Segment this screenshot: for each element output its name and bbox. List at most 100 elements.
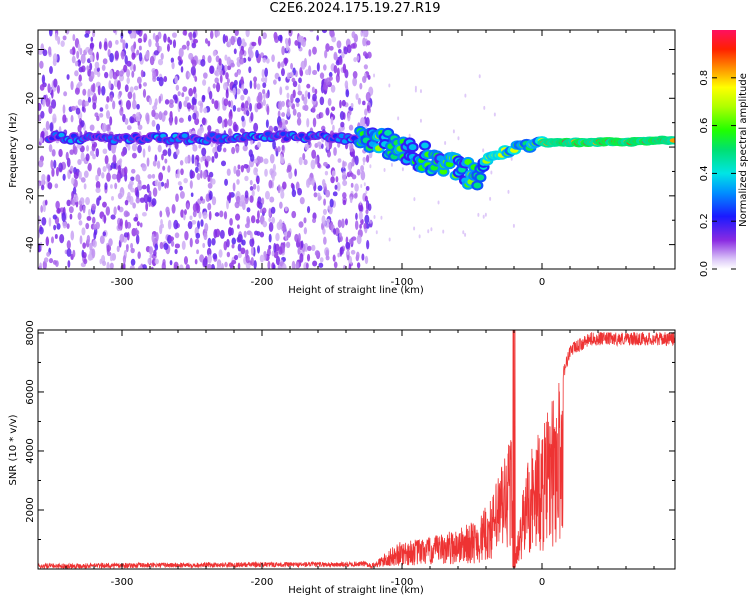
spectrogram-noise-cell	[52, 113, 57, 124]
colorbar-tick-label: 0.2	[699, 213, 710, 229]
spectrogram-noise-cell	[325, 189, 331, 198]
spectrogram-noise-cell	[81, 227, 86, 236]
spectrogram-noise-cell	[408, 133, 411, 138]
spectrogram-noise-cell	[175, 148, 180, 156]
spectrogram-y-tick-label: 40	[25, 43, 36, 56]
spectrogram-noise-cell	[69, 48, 73, 55]
spectrogram-noise-cell	[246, 216, 250, 225]
spectrogram-noise-cell	[219, 229, 225, 239]
spectrogram-noise-cell	[335, 176, 339, 183]
spectrogram-noise-cell	[61, 212, 67, 222]
spectrogram-noise-cell	[47, 174, 51, 182]
spectrogram-noise-cell	[356, 55, 360, 62]
spectrogram-noise-cell	[419, 89, 422, 94]
spectrogram-noise-cell	[241, 239, 246, 246]
spectrogram-noise-cell	[226, 199, 229, 210]
spectrogram-noise-cell	[74, 87, 80, 95]
spectrogram-noise-cell	[224, 54, 228, 61]
spectrogram-noise-cell	[249, 231, 253, 240]
spectrogram-noise-cell	[184, 96, 190, 102]
spectrogram-noise-cell	[244, 175, 249, 182]
spectrogram-noise-cell	[74, 70, 79, 77]
spectrogram-noise-cell	[136, 49, 140, 56]
spectrogram-noise-cell	[442, 229, 445, 234]
spectrogram-noise-cell	[313, 192, 318, 198]
spectrogram-noise-cell	[208, 210, 212, 221]
spectrogram-noise-cell	[116, 172, 121, 183]
spectrogram-noise-cell	[49, 65, 53, 75]
spectrogram-noise-cell	[127, 91, 133, 100]
spectrogram-noise-cell	[237, 164, 241, 170]
spectrogram-noise-cell	[46, 251, 51, 257]
spectrogram-noise-cell	[353, 193, 358, 199]
spectrogram-noise-cell	[139, 197, 145, 203]
spectrogram-x-label: Height of straight line (km)	[288, 285, 424, 296]
spectrogram-noise-cell	[299, 67, 303, 76]
spectrogram-noise-cell	[272, 264, 276, 269]
spectrogram-noise-cell	[77, 81, 83, 87]
spectrogram-noise-cell	[210, 263, 216, 269]
spectrogram-noise-cell	[230, 100, 234, 109]
spectrogram-noise-cell	[228, 110, 233, 121]
spectrogram-noise-cell	[57, 36, 61, 45]
snr-x-ticks: -300 -200 -100 0	[37, 330, 655, 588]
spectrogram-noise-cell	[99, 258, 103, 265]
spectrogram-noise-cell	[163, 110, 168, 116]
spectrogram-noise-cell	[237, 224, 240, 229]
spectrogram-noise-cell	[115, 39, 119, 45]
spectrogram-noise-cell	[199, 105, 203, 114]
spectrogram-noise-cell	[345, 89, 350, 98]
spectrogram-noise-cell	[253, 122, 259, 132]
spectrogram-noise-cell	[300, 60, 306, 70]
colorbar-gradient	[712, 30, 736, 269]
spectrogram-noise-cell	[47, 83, 51, 94]
spectrogram-noise-cell	[131, 168, 136, 174]
spectrogram-noise-cell	[73, 194, 79, 203]
spectrogram-noise-cell	[102, 165, 107, 172]
spectrogram-noise-cell	[413, 226, 416, 231]
spectrogram-noise-cell	[168, 99, 174, 105]
spectrogram-noise-cell	[141, 264, 147, 269]
spectrogram-noise-cell	[39, 226, 44, 235]
spectrogram-noise-cell	[211, 156, 215, 163]
spectrogram-noise-cell	[140, 69, 144, 78]
spectrogram-noise-cell	[259, 254, 265, 263]
spectrogram-noise-cell	[95, 180, 101, 190]
spectrogram-noise-cell	[132, 99, 137, 110]
spectrogram-noise-cell	[152, 70, 157, 80]
spectrogram-noise-cell	[323, 161, 328, 167]
spectrogram-noise-cell	[227, 118, 233, 127]
spectrogram-noise-cell	[280, 68, 285, 77]
spectrogram-noise-cell	[239, 201, 244, 207]
spectrogram-noise-cell	[40, 205, 44, 213]
spectrogram-noise-cell	[186, 40, 190, 47]
spectrogram-noise-cell	[268, 222, 274, 232]
spectrogram-noise-cell	[102, 260, 107, 267]
spectrogram-noise-cell	[285, 85, 289, 91]
snr-series-line	[38, 330, 675, 569]
spectrogram-noise-cell	[363, 64, 368, 70]
spectrogram-noise-cell	[82, 252, 87, 259]
spectrogram-noise-cell	[85, 153, 90, 162]
spectrogram-noise-cell	[251, 189, 255, 197]
spectrogram-noise-cell	[355, 212, 358, 221]
spectrogram-noise-cell	[261, 68, 265, 78]
spectrogram-noise-cell	[120, 106, 124, 112]
spectrogram-noise-cell	[359, 82, 363, 90]
spectrogram-noise-cell	[147, 258, 151, 264]
spectrogram-noise-cell	[114, 50, 119, 60]
spectrogram-noise-cell	[290, 182, 294, 189]
spectrogram-noise-cell	[189, 215, 193, 221]
spectrogram-noise-cell	[198, 211, 202, 219]
spectrogram-noise-cell	[279, 201, 283, 209]
spectrogram-noise-cell	[201, 117, 206, 126]
spectrogram-noise-cell	[253, 167, 258, 176]
spectrogram-noise-cell	[59, 233, 65, 244]
spectrogram-noise-cell	[211, 178, 216, 185]
spectrogram-noise-cell	[273, 125, 279, 132]
spectrogram-noise-cell	[47, 182, 53, 190]
spectrogram-ridge-cell	[58, 132, 65, 138]
spectrogram-noise-cell	[341, 51, 345, 59]
spectrogram-x-tick-label: 0	[539, 277, 545, 288]
spectrogram-noise-cell	[163, 75, 168, 83]
